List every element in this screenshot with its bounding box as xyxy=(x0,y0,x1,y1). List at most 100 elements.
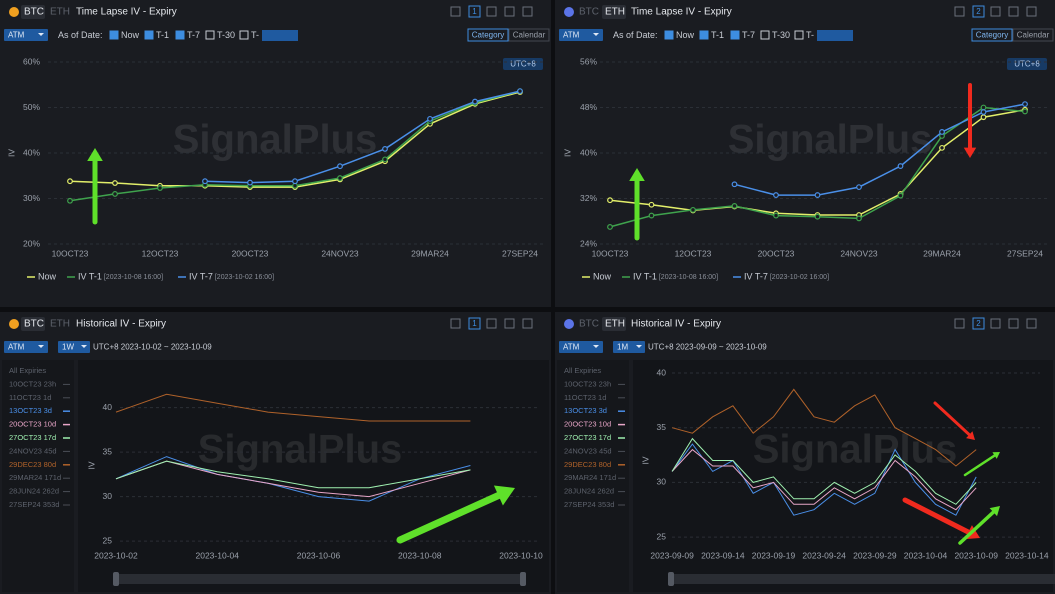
days-input[interactable] xyxy=(262,30,298,41)
coin-tab[interactable]: BTC xyxy=(579,319,599,330)
coin-tab[interactable]: ETH xyxy=(50,319,70,330)
checkbox[interactable] xyxy=(664,30,674,40)
checkbox[interactable] xyxy=(175,30,185,40)
toolbar-icon[interactable] xyxy=(1026,318,1037,329)
x-tick-label: 29MAR24 xyxy=(411,248,449,258)
annotation-arrow-head xyxy=(966,431,975,440)
toolbar-icon[interactable] xyxy=(504,318,515,329)
annotation-arrow-head xyxy=(989,506,1000,517)
coin-tab[interactable]: BTC xyxy=(579,7,599,18)
point xyxy=(690,206,696,213)
point xyxy=(731,202,738,209)
y-tick-label: 32% xyxy=(580,193,597,203)
x-tick-label: 2023-09-19 xyxy=(752,550,796,560)
x-tick-label: 2023-10-06 xyxy=(297,550,341,560)
toolbar-icon[interactable] xyxy=(1026,6,1037,17)
scroll-handle-right[interactable] xyxy=(520,572,526,586)
expiry-item[interactable]: 24NOV23 45d xyxy=(9,446,57,455)
expiry-item[interactable]: 11OCT23 1d xyxy=(9,393,51,402)
expiry-item[interactable]: 20OCT23 10d xyxy=(9,420,56,429)
expiry-item[interactable]: 10OCT23 23h xyxy=(9,379,56,388)
selector[interactable] xyxy=(4,341,48,353)
mode-button[interactable] xyxy=(1012,28,1054,42)
toolbar-icon[interactable] xyxy=(522,6,533,17)
checkbox[interactable] xyxy=(730,30,740,40)
period-selector[interactable] xyxy=(613,341,645,353)
expiry-item[interactable]: 27SEP24 353d xyxy=(9,500,59,509)
selector[interactable] xyxy=(559,29,603,41)
expiry-item[interactable]: 20OCT23 10d xyxy=(564,420,611,429)
expiry-item[interactable]: 29DEC23 80d xyxy=(564,460,611,469)
annotation-arrow-head xyxy=(963,147,977,158)
selector[interactable] xyxy=(4,29,48,41)
watermark: SignalPlus xyxy=(198,428,403,472)
expiry-item[interactable]: All Expiries xyxy=(9,366,46,375)
expiry-item[interactable]: 10OCT23 23h xyxy=(564,379,611,388)
expiry-item[interactable]: 28JUN24 262d xyxy=(9,487,59,496)
page-number[interactable]: 1 xyxy=(472,319,477,328)
expiry-item[interactable]: 29DEC23 80d xyxy=(9,460,56,469)
y-tick-label: 20% xyxy=(23,238,40,248)
point xyxy=(607,197,613,204)
toolbar-icon[interactable] xyxy=(990,318,1001,329)
checkbox[interactable] xyxy=(794,30,804,40)
expiry-item[interactable]: 29MAR24 171d xyxy=(564,473,616,482)
scroll-handle-left[interactable] xyxy=(113,572,119,586)
expiry-item[interactable]: 13OCT23 3d xyxy=(564,406,607,415)
mode-button[interactable] xyxy=(508,28,550,42)
page-number[interactable]: 1 xyxy=(472,7,477,16)
checkbox[interactable] xyxy=(109,30,119,40)
toolbar-icon[interactable] xyxy=(954,6,965,17)
panel-title: Historical IV - Expiry xyxy=(631,319,721,330)
expiry-item[interactable]: 24NOV23 45d xyxy=(564,446,612,455)
toolbar-icon[interactable] xyxy=(486,6,497,17)
y-axis-label: IV xyxy=(86,461,96,469)
legend-as-of: [2023-10-08 16:00] xyxy=(104,274,163,281)
legend-label: IV T-1 xyxy=(633,271,657,281)
expiry-item[interactable]: 27SEP24 353d xyxy=(564,500,614,509)
expiry-item[interactable]: 27OCT23 17d xyxy=(564,433,611,442)
mode-button[interactable] xyxy=(467,28,509,42)
coin-tab[interactable]: ETH xyxy=(605,319,625,330)
scroll-handle-left[interactable] xyxy=(668,572,674,586)
toolbar-icon[interactable] xyxy=(450,318,461,329)
expiry-item[interactable]: 13OCT23 3d xyxy=(9,406,52,415)
coin-tab[interactable]: ETH xyxy=(605,7,625,18)
toolbar-icon[interactable] xyxy=(486,318,497,329)
selector[interactable] xyxy=(559,341,603,353)
x-tick-label: 2023-09-29 xyxy=(853,550,897,560)
checkbox[interactable] xyxy=(699,30,709,40)
period-selector[interactable] xyxy=(58,341,90,353)
coin-tab[interactable]: BTC xyxy=(24,7,44,18)
toolbar-icon[interactable] xyxy=(990,6,1001,17)
toolbar-icon[interactable] xyxy=(954,318,965,329)
period-text: 1M xyxy=(617,343,628,352)
coin-tab[interactable]: BTC xyxy=(24,319,44,330)
toolbar-icon[interactable] xyxy=(450,6,461,17)
checkbox[interactable] xyxy=(144,30,154,40)
coin-tab[interactable]: ETH xyxy=(50,7,70,18)
expiry-item[interactable]: 28JUN24 262d xyxy=(564,487,614,496)
watermark: SignalPlus xyxy=(173,118,378,162)
toolbar-icon[interactable] xyxy=(504,6,515,17)
toolbar-icon[interactable] xyxy=(522,318,533,329)
checkbox[interactable] xyxy=(239,30,249,40)
days-input[interactable] xyxy=(817,30,853,41)
checkbox[interactable] xyxy=(205,30,215,40)
y-tick-label: 56% xyxy=(580,56,597,66)
expiry-item[interactable]: 29MAR24 171d xyxy=(9,473,61,482)
timezone-badge xyxy=(1007,58,1047,70)
expiry-item[interactable]: All Expiries xyxy=(564,366,601,375)
mode-button[interactable] xyxy=(971,28,1013,42)
expiry-item[interactable]: 27OCT23 17d xyxy=(9,433,56,442)
page-number[interactable]: 2 xyxy=(976,319,981,328)
y-tick-label: 50% xyxy=(23,102,40,112)
page-number[interactable]: 2 xyxy=(976,7,981,16)
point xyxy=(292,182,298,189)
x-tick-label: 27SEP24 xyxy=(1007,248,1043,258)
x-tick-label: 20OCT23 xyxy=(758,248,795,258)
toolbar-icon[interactable] xyxy=(1008,6,1019,17)
toolbar-icon[interactable] xyxy=(1008,318,1019,329)
expiry-item[interactable]: 11OCT23 1d xyxy=(564,393,606,402)
checkbox[interactable] xyxy=(760,30,770,40)
